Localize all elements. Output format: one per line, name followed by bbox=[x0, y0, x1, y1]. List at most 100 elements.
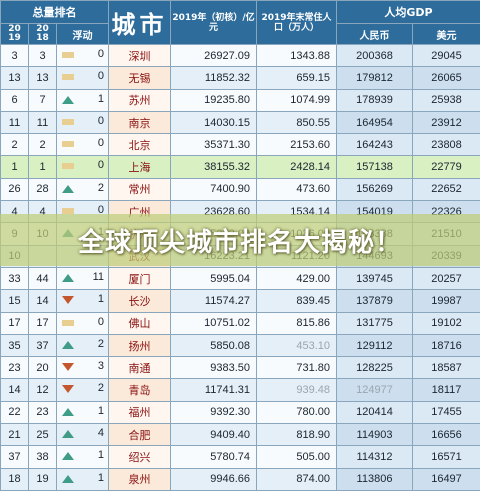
city-name-cell: 福州 bbox=[109, 401, 171, 423]
trend-cell: 2 bbox=[57, 334, 109, 356]
rank-2019-cell: 35 bbox=[1, 334, 29, 356]
gdp-cell: 9946.66 bbox=[171, 468, 257, 490]
trend-header: 浮动 bbox=[57, 24, 109, 45]
population-cell: 874.00 bbox=[257, 468, 337, 490]
trend-cell: 0 bbox=[57, 45, 109, 67]
trend-value: 2 bbox=[98, 182, 104, 194]
rank-2018-cell: 12 bbox=[29, 379, 57, 401]
rank-2019-cell: 18 bbox=[1, 468, 29, 490]
trend-cell: 4 bbox=[57, 424, 109, 446]
city-name-cell: 佛山 bbox=[109, 312, 171, 334]
rank-2019-cell: 2 bbox=[1, 134, 29, 156]
per-capita-usd-cell: 26065 bbox=[413, 67, 480, 89]
city-name-cell: 上海 bbox=[109, 156, 171, 178]
per-capita-rmb-cell: 128225 bbox=[337, 357, 413, 379]
population-cell: 850.55 bbox=[257, 111, 337, 133]
banner-title: 全球顶尖城市排名大揭秘！ bbox=[78, 222, 402, 259]
up-arrow-icon bbox=[62, 341, 74, 349]
population-cell: 1074.99 bbox=[257, 89, 337, 111]
per-capita-rmb-cell: 139745 bbox=[337, 267, 413, 289]
per-capita-rmb-cell: 164243 bbox=[337, 134, 413, 156]
gdp-cell: 38155.32 bbox=[171, 156, 257, 178]
per-capita-usd-cell: 16656 bbox=[413, 424, 480, 446]
gdp-cell: 7400.90 bbox=[171, 178, 257, 200]
trend-cell: 0 bbox=[57, 111, 109, 133]
per-capita-usd-cell: 18587 bbox=[413, 357, 480, 379]
population-cell: 2428.14 bbox=[257, 156, 337, 178]
rmb-header: 人民币 bbox=[337, 24, 413, 45]
per-capita-usd-cell: 23912 bbox=[413, 111, 480, 133]
population-cell: 505.00 bbox=[257, 446, 337, 468]
population-cell: 1343.88 bbox=[257, 45, 337, 67]
trend-cell: 1 bbox=[57, 290, 109, 312]
flat-bar-icon bbox=[62, 74, 74, 80]
gdp-cell: 14030.15 bbox=[171, 111, 257, 133]
city-name-cell: 南京 bbox=[109, 111, 171, 133]
rank-2018-cell: 14 bbox=[29, 290, 57, 312]
rank-2018-cell: 25 bbox=[29, 424, 57, 446]
flat-bar-icon bbox=[62, 52, 74, 58]
per-capita-usd-cell: 29045 bbox=[413, 45, 480, 67]
city-name-cell: 无锡 bbox=[109, 67, 171, 89]
up-arrow-icon bbox=[62, 274, 74, 282]
per-capita-rmb-cell: 137879 bbox=[337, 290, 413, 312]
city-name-cell: 苏州 bbox=[109, 89, 171, 111]
city-name-cell: 深圳 bbox=[109, 45, 171, 67]
gdp-cell: 9409.40 bbox=[171, 424, 257, 446]
trend-value: 0 bbox=[98, 137, 104, 149]
rank-2019-cell: 17 bbox=[1, 312, 29, 334]
city-name-cell: 厦门 bbox=[109, 267, 171, 289]
per-capita-rmb-cell: 200368 bbox=[337, 45, 413, 67]
rank-2018-cell: 7 bbox=[29, 89, 57, 111]
population-cell: 453.10 bbox=[257, 334, 337, 356]
rank-2018-cell: 38 bbox=[29, 446, 57, 468]
down-arrow-icon bbox=[62, 296, 74, 304]
trend-value: 2 bbox=[98, 382, 104, 394]
flat-bar-icon bbox=[62, 163, 74, 169]
up-arrow-icon bbox=[62, 408, 74, 416]
city-column-header: 城市 bbox=[109, 1, 171, 45]
trend-cell: 11 bbox=[57, 267, 109, 289]
per-capita-rmb-cell: 113806 bbox=[337, 468, 413, 490]
per-capita-rmb-cell: 157138 bbox=[337, 156, 413, 178]
per-capita-usd-cell: 19987 bbox=[413, 290, 480, 312]
rank-2018-cell: 23 bbox=[29, 401, 57, 423]
per-capita-usd-cell: 22779 bbox=[413, 156, 480, 178]
per-capita-rmb-cell: 156269 bbox=[337, 178, 413, 200]
gdp-cell: 5780.74 bbox=[171, 446, 257, 468]
rank-2018-cell: 3 bbox=[29, 45, 57, 67]
per-capita-gdp-header: 人均GDP bbox=[337, 1, 480, 24]
rank-2019-cell: 33 bbox=[1, 267, 29, 289]
trend-value: 2 bbox=[98, 338, 104, 350]
population-cell: 939.48 bbox=[257, 379, 337, 401]
population-cell: 815.86 bbox=[257, 312, 337, 334]
title-banner: 全球顶尖城市排名大揭秘！ bbox=[0, 214, 480, 266]
gdp-cell: 11741.31 bbox=[171, 379, 257, 401]
trend-cell: 0 bbox=[57, 67, 109, 89]
flat-bar-icon bbox=[62, 320, 74, 326]
trend-cell: 1 bbox=[57, 446, 109, 468]
trend-value: 0 bbox=[98, 115, 104, 127]
rank-2018-header: 20 18 bbox=[29, 24, 57, 45]
rank-group-header: 总量排名 bbox=[1, 1, 109, 24]
rank-2019-cell: 1 bbox=[1, 156, 29, 178]
population-cell: 780.00 bbox=[257, 401, 337, 423]
flat-bar-icon bbox=[62, 141, 74, 147]
flat-bar-icon bbox=[62, 119, 74, 125]
gdp-cell: 35371.30 bbox=[171, 134, 257, 156]
trend-cell: 3 bbox=[57, 357, 109, 379]
trend-value: 4 bbox=[98, 427, 104, 439]
rank-2018-cell: 37 bbox=[29, 334, 57, 356]
